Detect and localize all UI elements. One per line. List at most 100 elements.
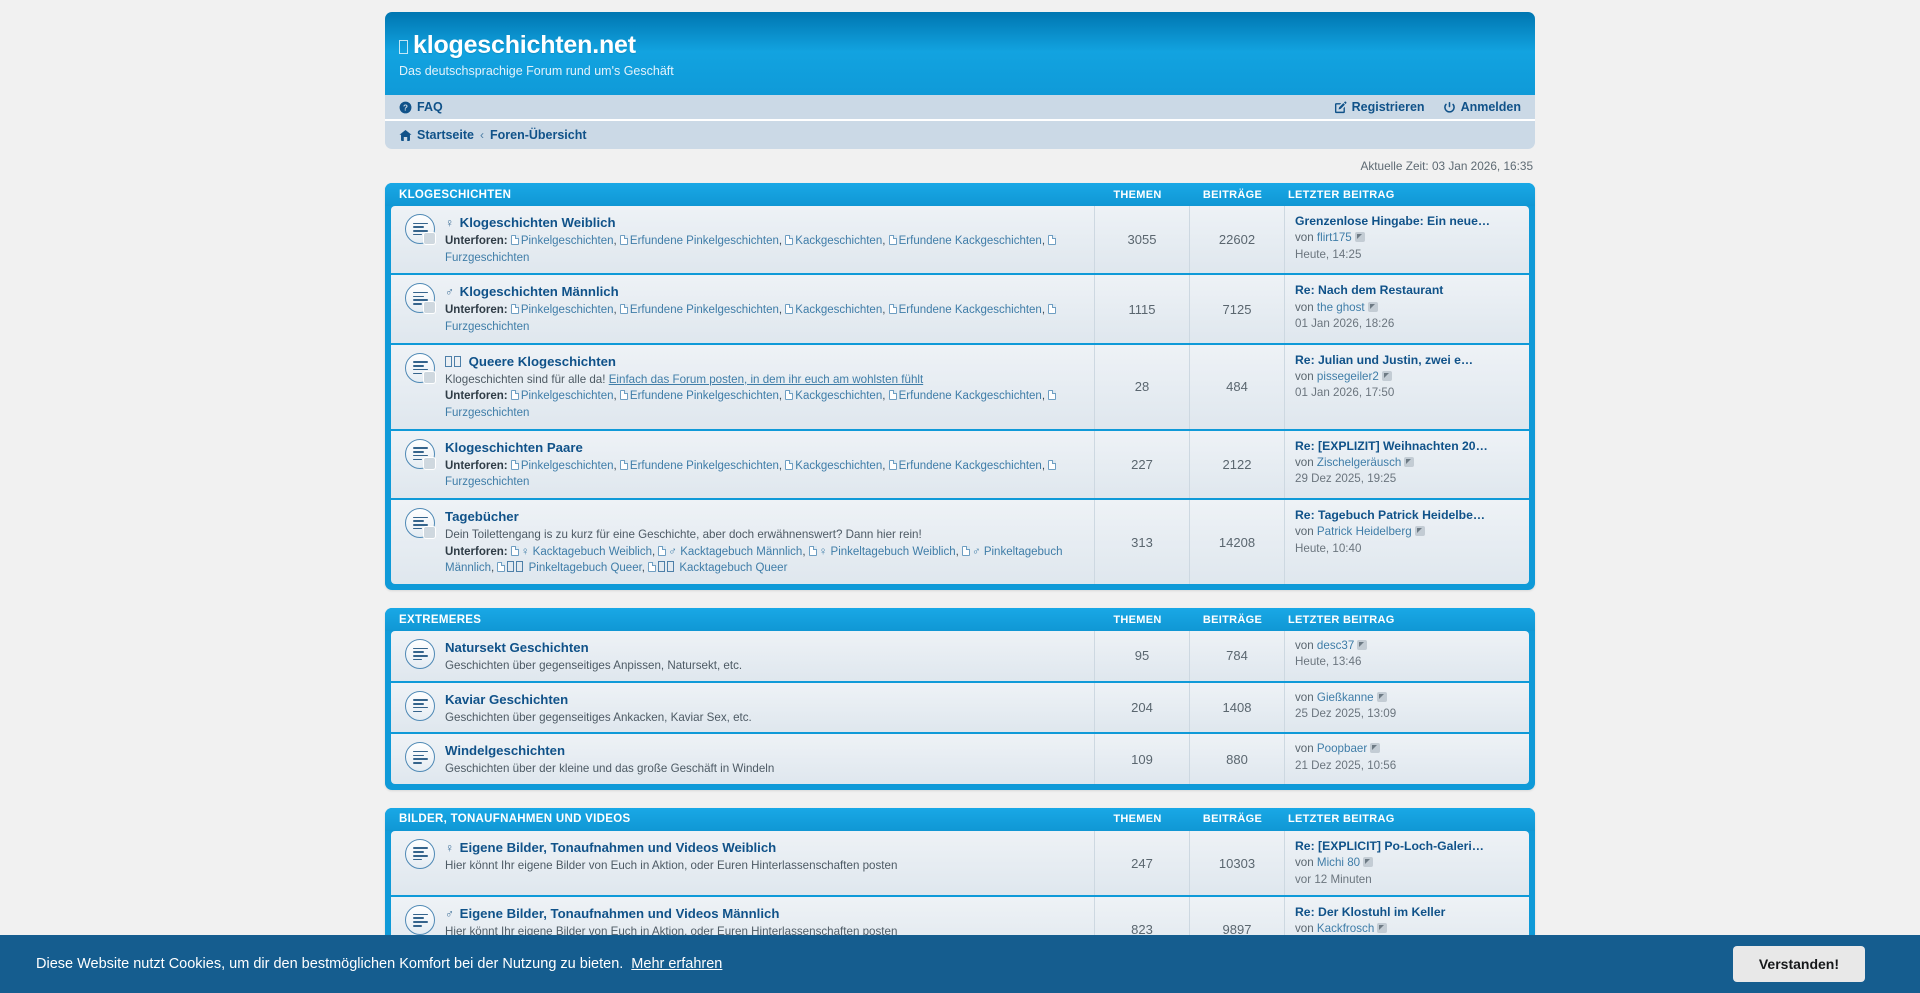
subforum-link[interactable]: ♂ Pinkeltagebuch Männlich xyxy=(445,545,1063,575)
subforum-link[interactable]: Furzgeschichten xyxy=(445,459,1058,488)
breadcrumb: Startseite ‹ Foren-Übersicht xyxy=(385,121,1535,149)
goto-last-post-icon[interactable] xyxy=(1404,457,1415,467)
forum-title-text: Windelgeschichten xyxy=(445,743,566,759)
subforum-link[interactable]: Pinkelgeschichten xyxy=(510,390,614,402)
category-header: EXTREMERES THEMEN BEITRÄGE LETZTER BEITRAG xyxy=(385,608,1535,631)
login-link[interactable]: Anmelden xyxy=(1443,100,1521,114)
forum-topics-count: 247 xyxy=(1094,830,1189,896)
forum-title-link[interactable]: ♂ Klogeschichten Männlich xyxy=(445,284,619,299)
last-post-title-link[interactable]: Re: Nach dem Restaurant xyxy=(1295,283,1444,298)
subforum-link[interactable]: Erfundene Kackgeschichten xyxy=(888,459,1042,472)
subforum-link[interactable]: ♀ Kacktagebuch Weiblich xyxy=(510,545,652,558)
breadcrumb-current-link[interactable]: Foren-Übersicht xyxy=(490,128,587,142)
category-block: EXTREMERES THEMEN BEITRÄGE LETZTER BEITRAG N… xyxy=(385,608,1535,790)
document-icon xyxy=(888,459,897,470)
subforum-link[interactable]: Kackgeschichten xyxy=(785,459,882,472)
subforum-link[interactable]: ♂ Kacktagebuch Männlich xyxy=(658,545,802,558)
subforum-link[interactable]: Furzgeschichten xyxy=(445,235,1058,264)
forum-description-link[interactable]: Einfach das Forum posten, in dem ihr euc… xyxy=(608,372,924,386)
register-link[interactable]: Registrieren xyxy=(1334,100,1425,114)
forum-title-text: Eigene Bilder, Tonaufnahmen und Videos W… xyxy=(459,839,777,855)
last-post-author-link[interactable]: Patrick Heidelberg xyxy=(1316,525,1412,539)
goto-last-post-icon[interactable] xyxy=(1357,640,1368,650)
subforum-link[interactable]: ♀ Pinkeltagebuch Weiblich xyxy=(808,545,956,558)
cookie-learn-more-link[interactable]: Mehr erfahren xyxy=(631,956,723,972)
forum-title-link[interactable]: Natursekt Geschichten xyxy=(445,640,589,655)
forum-unread-icon xyxy=(405,690,435,721)
last-post-time: 01 Jan 2026, 17:50 xyxy=(1295,386,1395,400)
last-post-title-link[interactable]: Re: Der Klostuhl im Keller xyxy=(1295,905,1446,920)
tofu-glyph-icon xyxy=(667,561,675,573)
forum-unread-icon xyxy=(405,438,436,470)
tofu-glyph-icon xyxy=(454,355,461,367)
subforum-badge-icon xyxy=(423,301,436,315)
subforum-link[interactable]: Erfundene Pinkelgeschichten xyxy=(619,459,779,472)
forum-posts-count: 22602 xyxy=(1189,206,1284,274)
last-post-author-link[interactable]: desc37 xyxy=(1316,639,1355,652)
subforum-link[interactable]: Furzgeschichten xyxy=(445,390,1058,419)
last-post-author-link[interactable]: Kackfrosch xyxy=(1316,922,1375,936)
svg-text:?: ? xyxy=(403,103,408,112)
goto-last-post-icon[interactable] xyxy=(1381,371,1392,382)
last-post-title-link[interactable]: Re: [EXPLICIT] Po-Loch-Galeri… xyxy=(1295,838,1484,853)
goto-last-post-icon[interactable] xyxy=(1367,301,1378,312)
last-post-title-link[interactable]: Re: Tagebuch Patrick Heidelbe… xyxy=(1295,508,1486,523)
forum-row: ♀ Klogeschichten Weiblich Unterforen: Pin… xyxy=(391,206,1529,276)
subforum-link[interactable]: Erfundene Pinkelgeschichten xyxy=(619,390,779,402)
cookie-accept-button[interactable]: Verstanden! xyxy=(1732,946,1865,982)
goto-last-post-icon[interactable] xyxy=(1370,743,1381,754)
goto-last-post-icon[interactable] xyxy=(1377,923,1388,934)
subforum-link[interactable]: Furzgeschichten xyxy=(445,304,1058,333)
forum-title-link[interactable]: ♀ Klogeschichten Weiblich xyxy=(445,215,616,230)
forum-title-link[interactable]: Kaviar Geschichten xyxy=(445,692,568,707)
last-post-author-link[interactable]: Poopbaer xyxy=(1316,742,1368,756)
forum-title-link[interactable]: Queere Klogeschichten xyxy=(445,354,616,369)
subforum-link[interactable]: Erfundene Pinkelgeschichten xyxy=(619,304,779,316)
column-header-last-post: LETZTER BEITRAG xyxy=(1288,813,1395,826)
forum-title-text: Queere Klogeschichten xyxy=(468,353,616,369)
subforum-link[interactable]: Kacktagebuch Queer xyxy=(648,561,787,574)
column-header-posts: BEITRÄGE xyxy=(1202,188,1263,201)
subforum-link[interactable]: Erfundene Pinkelgeschichten xyxy=(619,235,779,247)
subforum-link[interactable]: Pinkelgeschichten xyxy=(510,304,614,316)
last-post-title-link[interactable]: Re: [EXPLIZIT] Weihnachten 20… xyxy=(1295,438,1488,453)
last-post-author-link[interactable]: pissegeiler2 xyxy=(1316,370,1379,384)
forum-title-link[interactable]: ♂ Eigene Bilder, Tonaufnahmen und Videos… xyxy=(445,906,779,921)
forum-title-link[interactable]: ♀ Eigene Bilder, Tonaufnahmen und Videos… xyxy=(445,840,776,855)
forum-description: Hier könnt Ihr eigene Bilder von Euch in… xyxy=(445,858,898,872)
forum-row: Natursekt Geschichten Geschichten über ge… xyxy=(391,631,1529,683)
goto-last-post-icon[interactable] xyxy=(1376,691,1387,702)
forum-title-link[interactable]: Tagebücher xyxy=(445,509,519,524)
last-post-title-link[interactable]: Grenzenlose Hingabe: Ein neue… xyxy=(1295,214,1491,228)
last-post-author-link[interactable]: the ghost xyxy=(1316,300,1365,314)
faq-link[interactable]: ? FAQ xyxy=(399,100,443,114)
breadcrumb-home-link[interactable]: Startseite xyxy=(399,128,474,142)
subforum-link[interactable]: Kackgeschichten xyxy=(785,304,882,316)
column-header-last-post: LETZTER BEITRAG xyxy=(1288,188,1395,201)
document-icon xyxy=(785,235,794,245)
last-post-title-link[interactable]: Re: Julian und Justin, zwei e… xyxy=(1295,352,1474,367)
subforum-link[interactable]: Kackgeschichten xyxy=(785,235,882,247)
forum-title-link[interactable]: Klogeschichten Paare xyxy=(445,440,583,455)
subforum-link[interactable]: Erfundene Kackgeschichten xyxy=(888,304,1042,316)
forum-last-post: Grenzenlose Hingabe: Ein neue… von flirt1… xyxy=(1284,206,1529,274)
last-post-author-link[interactable]: Zischelgeräusch xyxy=(1316,456,1402,469)
subforum-link[interactable]: Kackgeschichten xyxy=(785,390,882,402)
forum-text: Windelgeschichten Geschichten über der kl… xyxy=(445,741,1086,777)
last-post-author-link[interactable]: Gießkanne xyxy=(1316,690,1374,704)
subforum-link[interactable]: Pinkelgeschichten xyxy=(510,459,614,472)
cookie-message-text: Diese Website nutzt Cookies, um dir den … xyxy=(36,956,624,972)
subforum-link[interactable]: Erfundene Kackgeschichten xyxy=(888,390,1042,402)
last-post-author-link[interactable]: flirt175 xyxy=(1316,231,1352,245)
forum-topics-count: 313 xyxy=(1094,500,1189,584)
last-post-author-link[interactable]: Michi 80 xyxy=(1316,856,1361,870)
subforum-link[interactable]: Erfundene Kackgeschichten xyxy=(888,235,1042,247)
goto-last-post-icon[interactable] xyxy=(1354,232,1365,243)
goto-last-post-icon[interactable] xyxy=(1414,526,1425,537)
forum-rows: Natursekt Geschichten Geschichten über ge… xyxy=(385,631,1535,784)
forum-title-link[interactable]: Windelgeschichten xyxy=(445,743,565,758)
goto-last-post-icon[interactable] xyxy=(1363,857,1374,868)
subforum-link[interactable]: Pinkelgeschichten xyxy=(510,235,614,247)
subforum-label: Unterforen: xyxy=(445,304,508,317)
subforum-link[interactable]: Pinkeltagebuch Queer xyxy=(497,561,642,574)
